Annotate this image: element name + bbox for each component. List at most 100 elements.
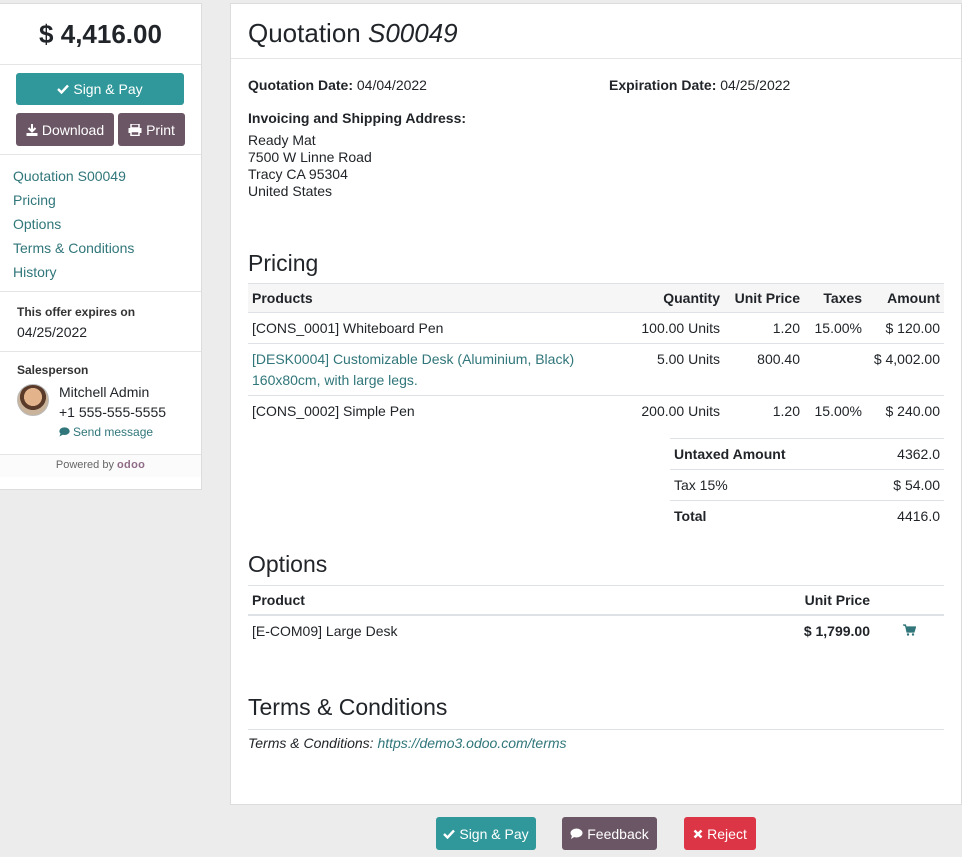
avatar bbox=[17, 384, 49, 416]
address-line: 7500 W Linne Road bbox=[248, 149, 372, 165]
totals-table: Untaxed Amount 4362.0 Tax 15% $ 54.00 To… bbox=[670, 438, 944, 531]
option-unit-price: $ 1,799.00 bbox=[803, 623, 870, 639]
salesperson-card: Salesperson Mitchell Admin +1 555-555-55… bbox=[0, 352, 201, 455]
address-line: Tracy CA 95304 bbox=[248, 166, 348, 182]
nav-options[interactable]: Options bbox=[13, 216, 62, 232]
option-row: [E-COM09] Large Desk $ 1,799.00 bbox=[248, 615, 944, 646]
sidebar-actions: Sign & Pay Download Print bbox=[0, 65, 201, 155]
address-line: Ready Mat bbox=[248, 132, 316, 148]
quantity: 5.00 Units bbox=[606, 343, 724, 396]
quotation-date: Quotation Date: 04/04/2022 bbox=[248, 77, 609, 93]
quotation-number: S00049 bbox=[367, 18, 458, 48]
untaxed-row: Untaxed Amount 4362.0 bbox=[670, 438, 944, 470]
cart-icon bbox=[902, 624, 916, 636]
odoo-logo[interactable]: odoo bbox=[117, 459, 146, 471]
print-button[interactable]: Print bbox=[118, 113, 185, 146]
terms-text: Terms & Conditions: https://demo3.odoo.c… bbox=[248, 729, 944, 751]
tax-row: Tax 15% $ 54.00 bbox=[670, 469, 944, 501]
download-label: Download bbox=[41, 121, 105, 138]
quotation-header: Quotation S00049 bbox=[231, 4, 961, 59]
table-row: [CONS_0001] Whiteboard Pen 100.00 Units … bbox=[248, 312, 944, 344]
nav-history[interactable]: History bbox=[13, 264, 57, 280]
pricing-heading: Pricing bbox=[248, 250, 319, 276]
powered-by-label: Powered by bbox=[55, 459, 114, 471]
options-heading: Options bbox=[248, 551, 328, 577]
total-value: 4416.0 bbox=[857, 500, 944, 531]
product-name: [CONS_0002] Simple Pen bbox=[252, 403, 415, 419]
bottom-sign-pay-label: Sign & Pay bbox=[459, 825, 529, 842]
unit-price: 1.20 bbox=[724, 312, 804, 344]
expiration-date-value: 04/25/2022 bbox=[720, 77, 791, 93]
send-message-link[interactable]: Send message bbox=[59, 425, 166, 439]
chat-icon bbox=[59, 427, 70, 437]
print-label: Print bbox=[146, 121, 175, 138]
tax-label: Tax 15% bbox=[670, 469, 858, 501]
salesperson-phone: +1 555-555-5555 bbox=[59, 404, 167, 420]
quotation-nav: Quotation S00049 Pricing Options Terms &… bbox=[0, 155, 201, 292]
salesperson-label: Salesperson bbox=[17, 363, 89, 377]
pricing-table: Products Quantity Unit Price Taxes Amoun… bbox=[248, 283, 944, 426]
address-line: United States bbox=[248, 183, 333, 199]
nav-terms[interactable]: Terms & Conditions bbox=[13, 240, 135, 256]
reject-button[interactable]: Reject bbox=[684, 817, 756, 850]
expiration-date: Expiration Date: 04/25/2022 bbox=[609, 77, 790, 93]
quotation-document: Quotation S00049 Quotation Date: 04/04/2… bbox=[230, 3, 962, 805]
total-row: Total 4416.0 bbox=[670, 500, 944, 531]
send-message-label: Send message bbox=[73, 425, 154, 439]
reject-label: Reject bbox=[707, 825, 747, 842]
amount: $ 120.00 bbox=[866, 312, 944, 344]
total-label: Total bbox=[670, 500, 858, 531]
table-row: [CONS_0002] Simple Pen 200.00 Units 1.20… bbox=[248, 396, 944, 427]
print-icon bbox=[128, 123, 142, 136]
chat-icon bbox=[570, 828, 583, 839]
salesperson-name: Mitchell Admin bbox=[59, 384, 150, 400]
taxes: 15.00% bbox=[814, 403, 862, 419]
col-quantity: Quantity bbox=[606, 283, 724, 313]
bottom-actions: Sign & Pay Feedback Reject bbox=[0, 817, 962, 850]
untaxed-value: 4362.0 bbox=[857, 438, 944, 470]
terms-link[interactable]: https://demo3.odoo.com/terms bbox=[377, 735, 567, 751]
address-label: Invoicing and Shipping Address: bbox=[248, 110, 467, 126]
unit-price: 1.20 bbox=[772, 403, 800, 419]
amount: $ 240.00 bbox=[885, 403, 941, 419]
download-button[interactable]: Download bbox=[16, 113, 114, 146]
options-table: Product Unit Price [E-COM09] Large Desk … bbox=[248, 585, 944, 646]
untaxed-label: Untaxed Amount bbox=[670, 438, 858, 470]
feedback-button[interactable]: Feedback bbox=[562, 817, 657, 850]
unit-price: 800.40 bbox=[724, 343, 804, 396]
product-name-line1: [DESK0004] Customizable Desk (Aluminium,… bbox=[252, 351, 575, 367]
col-option-action bbox=[874, 585, 944, 616]
col-amount: Amount bbox=[866, 283, 944, 313]
col-option-product: Product bbox=[248, 585, 746, 616]
amount: $ 4,002.00 bbox=[866, 343, 944, 396]
bottom-sign-pay-button[interactable]: Sign & Pay bbox=[436, 817, 536, 850]
add-to-cart-button[interactable] bbox=[874, 615, 944, 646]
product-name: [CONS_0001] Whiteboard Pen bbox=[248, 312, 606, 344]
taxes bbox=[804, 343, 866, 396]
product-name[interactable]: [DESK0004] Customizable Desk (Aluminium,… bbox=[248, 343, 606, 396]
expires-date: 04/25/2022 bbox=[17, 324, 88, 340]
quotation-date-label: Quotation Date: bbox=[248, 77, 353, 93]
sign-pay-label: Sign & Pay bbox=[73, 81, 143, 97]
taxes: 15.00% bbox=[804, 312, 866, 344]
check-icon bbox=[443, 829, 456, 839]
nav-pricing[interactable]: Pricing bbox=[13, 192, 56, 208]
quantity: 100.00 Units bbox=[606, 312, 724, 344]
terms-label: Terms & Conditions: bbox=[248, 735, 374, 751]
powered-by: Powered by odoo bbox=[0, 455, 201, 477]
quantity: 200.00 Units bbox=[641, 403, 720, 419]
expiration-date-label: Expiration Date: bbox=[609, 77, 717, 93]
close-icon bbox=[693, 829, 703, 838]
page-title: Quotation S00049 bbox=[248, 18, 944, 49]
nav-quotation[interactable]: Quotation S00049 bbox=[13, 168, 126, 184]
quotation-date-value: 04/04/2022 bbox=[356, 77, 427, 93]
download-icon bbox=[26, 123, 38, 136]
col-taxes: Taxes bbox=[804, 283, 866, 313]
address-block: Ready Mat 7500 W Linne Road Tracy CA 953… bbox=[248, 132, 944, 200]
table-row: [DESK0004] Customizable Desk (Aluminium,… bbox=[248, 343, 944, 396]
col-products: Products bbox=[248, 283, 606, 313]
sign-pay-button[interactable]: Sign & Pay bbox=[16, 73, 184, 105]
terms-heading: Terms & Conditions bbox=[248, 694, 448, 720]
quotation-total: $ 4,416.00 bbox=[0, 4, 201, 65]
tax-value: $ 54.00 bbox=[857, 469, 944, 501]
